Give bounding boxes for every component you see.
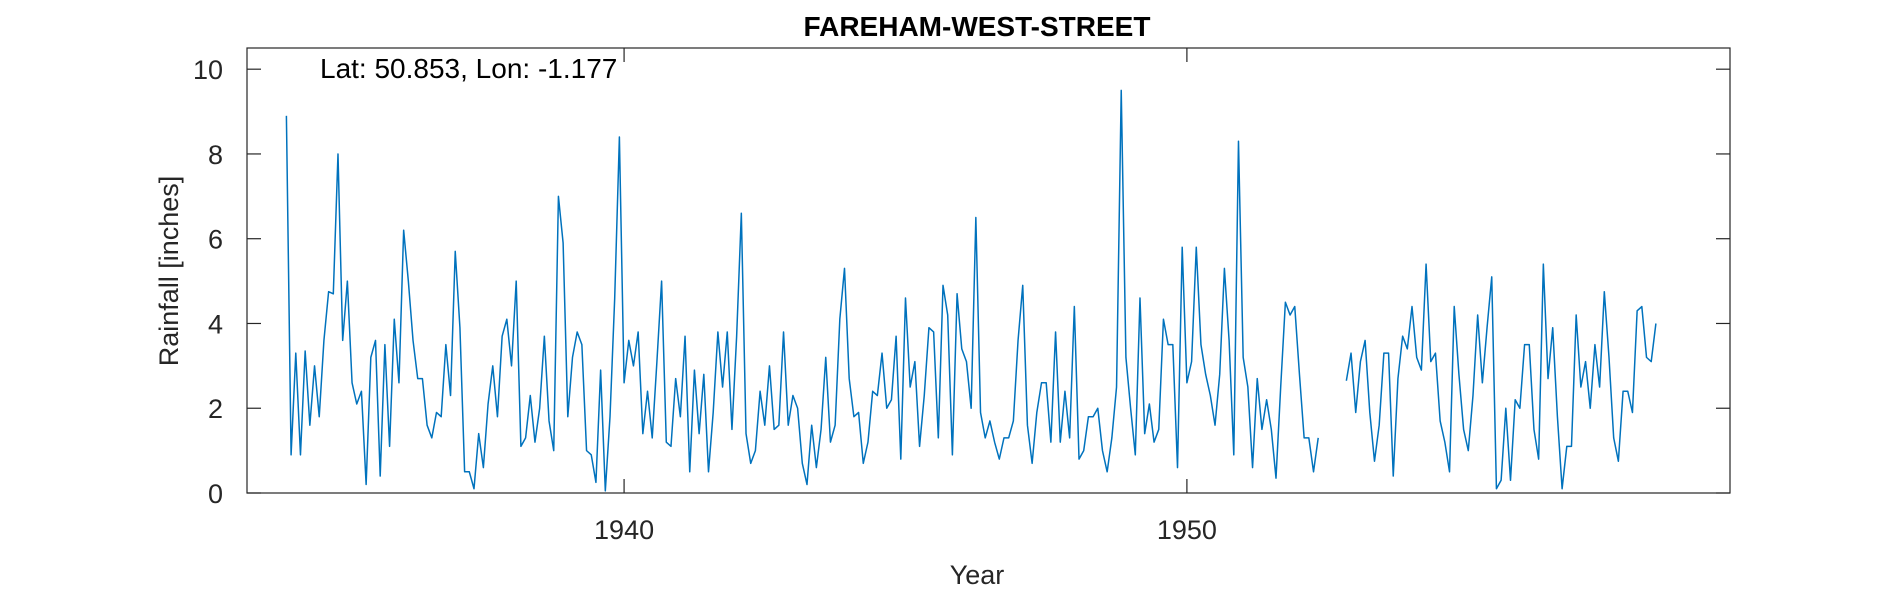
y-tick-label: 10 — [193, 55, 223, 85]
axis-ticks: 0 2 4 6 8 10 1940 1950 — [193, 48, 1730, 545]
plot-area-frame — [246, 47, 1731, 494]
x-axis-label: Year — [950, 560, 1005, 590]
series-group — [285, 89, 1657, 492]
chart-title: FAREHAM-WEST-STREET — [804, 11, 1151, 42]
y-axis-label: Rainfall [inches] — [154, 176, 184, 367]
x-tick-label: 1940 — [594, 515, 654, 545]
series-line-rainfall — [285, 89, 1657, 492]
y-tick-label: 4 — [208, 309, 223, 339]
y-tick-label: 0 — [208, 479, 223, 509]
location-annotation: Lat: 50.853, Lon: -1.177 — [320, 53, 617, 84]
x-tick-label: 1950 — [1157, 515, 1217, 545]
y-tick-label: 8 — [208, 140, 223, 170]
y-tick-label: 6 — [208, 225, 223, 255]
y-tick-label: 2 — [208, 394, 223, 424]
